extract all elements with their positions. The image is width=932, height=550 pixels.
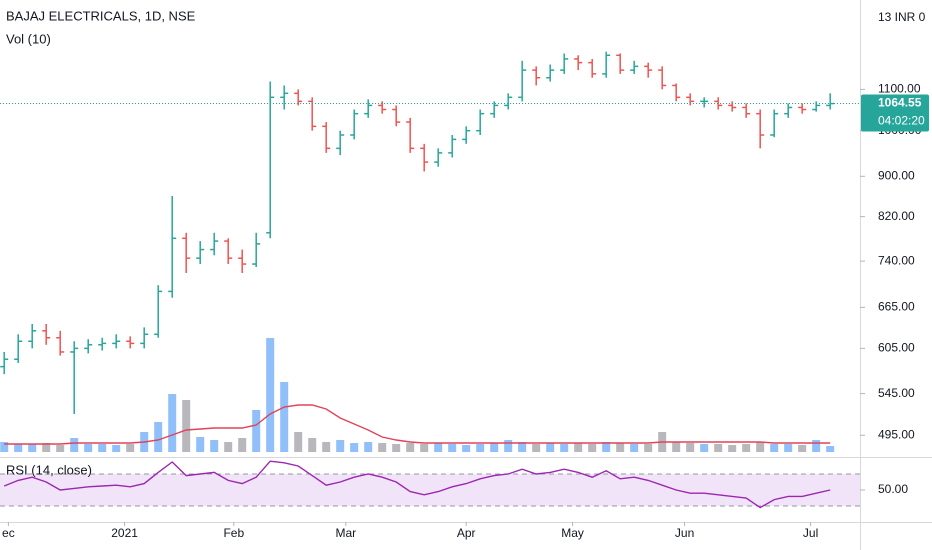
chart-title: BAJAJ ELECTRICALS, 1D, NSE xyxy=(6,8,196,23)
last-price-label: 1064.55 xyxy=(878,96,922,110)
volume-bar xyxy=(476,444,485,452)
volume-bar xyxy=(434,443,443,452)
volume-bar xyxy=(112,445,121,452)
volume-bar xyxy=(588,444,597,452)
x-tick-label: ec xyxy=(2,526,15,540)
volume-bar xyxy=(70,438,79,452)
volume-bar xyxy=(224,442,233,452)
volume-bar xyxy=(182,400,191,452)
volume-bar xyxy=(714,444,723,452)
x-tick-label: May xyxy=(561,526,584,540)
volume-ma-line xyxy=(4,404,831,445)
y-tick-label: 740.00 xyxy=(878,253,915,267)
volume-bar xyxy=(686,443,695,452)
volume-bar xyxy=(238,438,247,452)
volume-bar xyxy=(420,444,429,452)
volume-bar xyxy=(756,442,765,452)
volume-bar xyxy=(504,440,513,452)
volume-bar xyxy=(770,444,779,452)
volume-bar xyxy=(728,445,737,452)
y-tick-label: 545.00 xyxy=(878,386,915,400)
rsi-line xyxy=(3,460,831,509)
x-tick-label: 2021 xyxy=(111,526,138,540)
volume-bar xyxy=(742,444,751,452)
volume-bar xyxy=(616,443,625,452)
volume-bar xyxy=(336,440,345,452)
volume-bar xyxy=(630,444,639,452)
volume-bar xyxy=(812,440,821,452)
y-tick-label: 820.00 xyxy=(878,209,915,223)
x-tick-label: Feb xyxy=(223,526,244,540)
volume-bar xyxy=(462,445,471,452)
rsi-band xyxy=(0,474,860,506)
volume-bar xyxy=(98,444,107,452)
volume-bar xyxy=(266,338,275,452)
volume-bar xyxy=(14,444,23,452)
volume-bar xyxy=(196,437,205,452)
currency-label: 13 INR 0 xyxy=(878,10,926,24)
volume-bar xyxy=(364,442,373,452)
x-tick-label: Jun xyxy=(675,526,694,540)
volume-bar xyxy=(252,410,261,452)
x-tick-label: Mar xyxy=(335,526,356,540)
volume-bar xyxy=(308,438,317,452)
volume-bar xyxy=(490,443,499,452)
last-price-badge xyxy=(861,94,929,132)
volume-bar xyxy=(518,442,527,452)
volume-label: Vol (10) xyxy=(6,31,51,46)
volume-bar xyxy=(644,444,653,452)
volume-bar xyxy=(126,444,135,452)
volume-bar xyxy=(0,442,9,452)
volume-bar xyxy=(378,443,387,452)
volume-bar xyxy=(672,442,681,452)
volume-bar xyxy=(826,446,835,452)
y-tick-label: 900.00 xyxy=(878,168,915,182)
countdown-label: 04:02:20 xyxy=(878,114,925,128)
rsi-tick-label: 50.00 xyxy=(878,482,908,496)
volume-bar xyxy=(574,443,583,452)
volume-bar xyxy=(280,382,289,452)
volume-bar xyxy=(168,394,177,452)
rsi-label: RSI (14, close) xyxy=(6,462,92,477)
volume-bar xyxy=(56,445,65,452)
volume-bar xyxy=(602,442,611,452)
volume-bar xyxy=(322,442,331,452)
volume-bar xyxy=(546,443,555,452)
x-tick-label: Jul xyxy=(803,526,818,540)
volume-bar xyxy=(700,444,709,452)
volume-bar xyxy=(532,444,541,452)
volume-bar xyxy=(350,443,359,452)
volume-bar xyxy=(560,444,569,452)
volume-bar xyxy=(798,445,807,452)
y-tick-label: 665.00 xyxy=(878,300,915,314)
y-tick-label: 495.00 xyxy=(878,427,915,441)
y-tick-label: 1100.00 xyxy=(878,82,921,96)
volume-bar xyxy=(294,432,303,452)
volume-bar xyxy=(448,444,457,452)
volume-bar xyxy=(784,444,793,452)
volume-bar xyxy=(28,444,37,452)
y-tick-label: 605.00 xyxy=(878,341,915,355)
volume-bar xyxy=(42,443,51,452)
volume-bar xyxy=(392,444,401,452)
volume-bar xyxy=(154,422,163,452)
volume-bar xyxy=(210,440,219,452)
volume-bar xyxy=(406,443,415,452)
x-tick-label: Apr xyxy=(457,526,476,540)
volume-bar xyxy=(84,444,93,452)
